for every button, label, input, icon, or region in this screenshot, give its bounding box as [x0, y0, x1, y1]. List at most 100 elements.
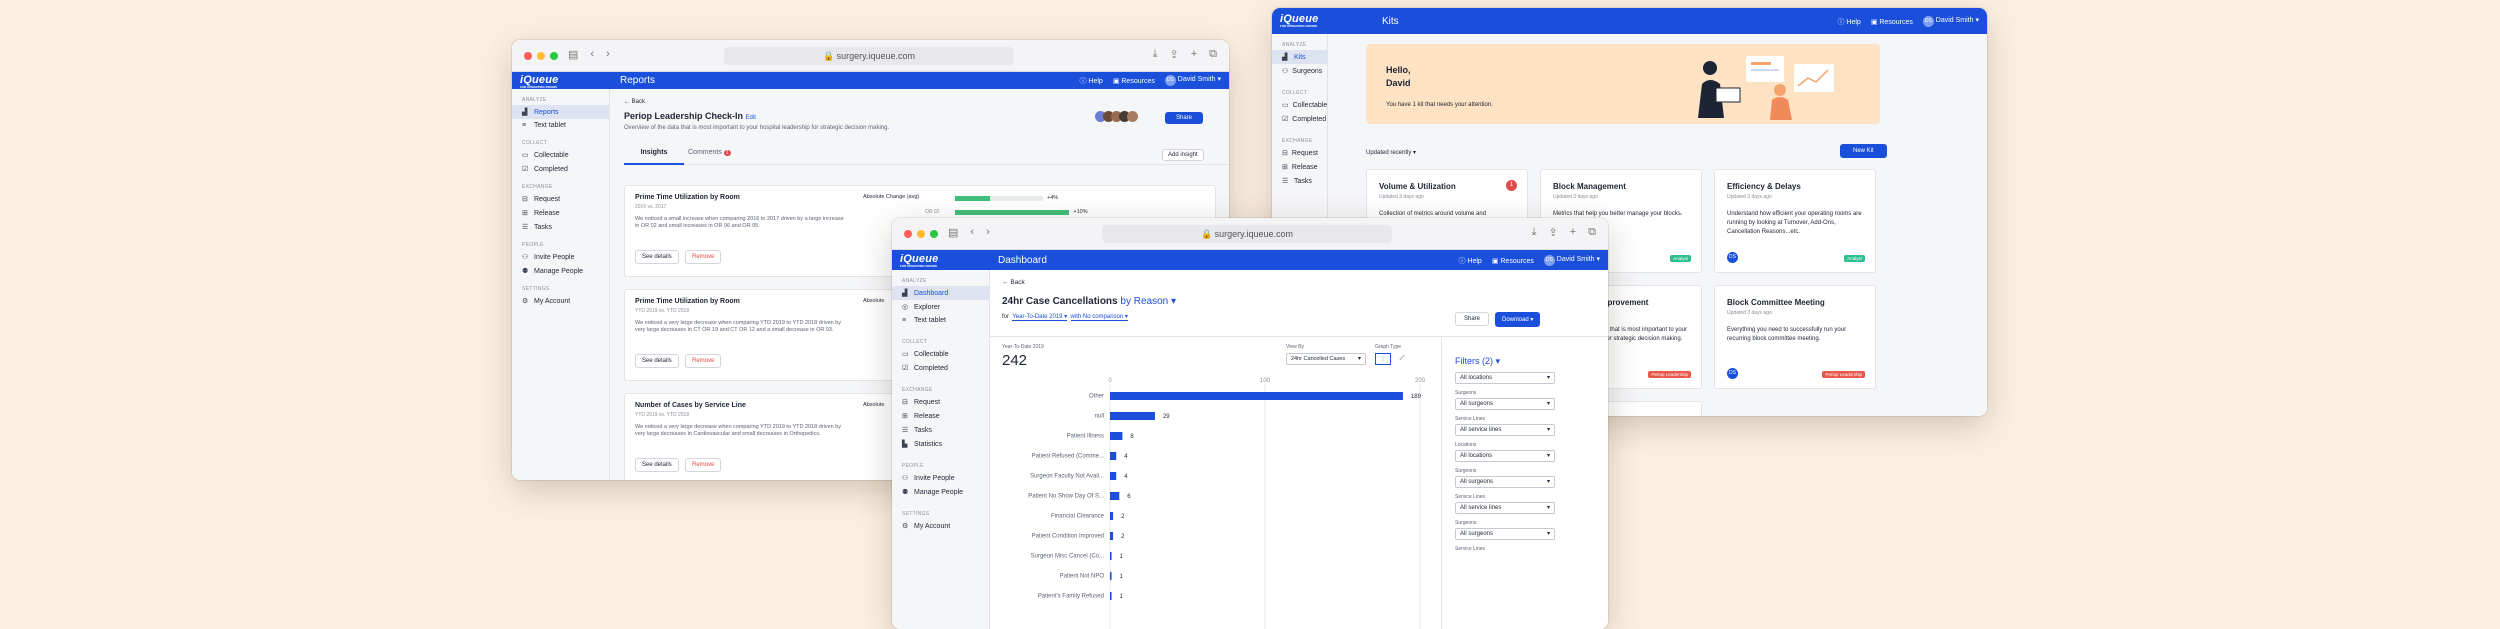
sidebar-item-invite[interactable]: ⚇ Invite People [902, 474, 955, 483]
tabs-icon[interactable]: ⧉ [1588, 226, 1596, 238]
filter-select[interactable]: All surgeons [1455, 398, 1555, 410]
sidebar-icon[interactable]: ▤ [568, 49, 579, 61]
download-button[interactable]: Download ▾ [1495, 312, 1541, 327]
forward-icon[interactable]: › [606, 48, 610, 60]
sidebar-item-completed[interactable]: ☑ Completed [1282, 115, 1327, 124]
sidebar-item-text-tablet[interactable]: ≡ Text tablet [902, 317, 946, 324]
window-controls[interactable] [904, 230, 938, 238]
logo[interactable]: iQueue FOR OPERATING ROOMS [1280, 13, 1319, 28]
user-menu[interactable]: DS David Smith ▾ [1164, 75, 1221, 86]
check-icon: ☑ [522, 166, 529, 173]
graph-type-toggle[interactable]: ⫶ ⟋ [1375, 353, 1410, 365]
sort-dropdown[interactable]: Updated recently ▾ [1366, 150, 1417, 156]
sidebar-item-collectable[interactable]: ▭ Collectable [902, 350, 949, 359]
sidebar-item-invite[interactable]: ⚇ Invite People [522, 253, 575, 262]
help-link[interactable]: ⓘ Help [1837, 18, 1861, 26]
group-by-dropdown[interactable]: by Reason ▾ [1120, 296, 1177, 307]
forward-icon[interactable]: › [986, 226, 990, 238]
browser-actions[interactable]: ⤓ ⇪ + ⧉ [1532, 226, 1596, 239]
resources-link[interactable]: ▣ Resources [1870, 18, 1913, 26]
sidebar-item-dashboard[interactable]: ▟ Dashboard [892, 286, 989, 300]
kit-card[interactable]: Block Committee Meeting Updated 3 days a… [1714, 285, 1876, 389]
sidebar-item-completed[interactable]: ☑ Completed [902, 364, 948, 373]
tab-comments[interactable]: Comments 1 [688, 149, 731, 156]
line-chart-icon[interactable]: ⟋ [1399, 355, 1405, 362]
sidebar-item-tasks[interactable]: ☰ Tasks [522, 223, 552, 232]
back-icon[interactable]: ‹ [590, 48, 595, 60]
back-icon[interactable]: ‹ [970, 226, 975, 238]
address-bar[interactable]: 🔒 surgery.iqueue.com [1102, 225, 1392, 243]
see-details-button[interactable]: See details [635, 354, 679, 368]
browser-nav[interactable]: ▤ ‹ › [568, 48, 610, 61]
sidebar-item-text-tablet[interactable]: ≡ Text tablet [522, 122, 566, 129]
sidebar-item-release[interactable]: ⊞ Release [522, 209, 560, 218]
remove-button[interactable]: Remove [685, 354, 722, 368]
logo[interactable]: iQueue FOR OPERATING ROOMS [900, 253, 939, 268]
period-dropdown[interactable]: Year-To-Date 2019 ▾ [1012, 314, 1068, 321]
sidebar-item-completed[interactable]: ☑ Completed [522, 165, 568, 174]
kit-card[interactable]: Efficiency & Delays Updated 3 days ago U… [1714, 169, 1876, 273]
sidebar-item-tasks[interactable]: ☰ Tasks [1282, 177, 1312, 186]
address-bar[interactable]: 🔒 surgery.iqueue.com [724, 47, 1014, 65]
sidebar-item-tasks[interactable]: ☰ Tasks [902, 426, 932, 435]
back-link[interactable]: ← Back [624, 99, 646, 105]
add-insight-button[interactable]: Add insight [1162, 149, 1204, 161]
new-kit-button[interactable]: New Kit [1840, 144, 1887, 158]
remove-button[interactable]: Remove [685, 250, 722, 264]
new-tab-icon[interactable]: + [1569, 226, 1577, 238]
filter-select[interactable]: All surgeons [1455, 476, 1555, 488]
help-link[interactable]: ⓘ Help [1458, 257, 1482, 265]
filter-select[interactable]: All surgeons [1455, 528, 1555, 540]
see-details-button[interactable]: See details [635, 250, 679, 264]
tabs-icon[interactable]: ⧉ [1209, 48, 1217, 60]
sidebar-item-account[interactable]: ⚙ My Account [902, 522, 951, 531]
edit-link[interactable]: Edit [745, 115, 756, 121]
sidebar-item-explorer[interactable]: ◎ Explorer [902, 303, 941, 312]
sidebar-item-kits[interactable]: ▟ Kits [1272, 50, 1327, 64]
filters-toggle[interactable]: Filters (2) ▾ [1455, 356, 1501, 366]
collaborator-avatars[interactable] [1095, 111, 1138, 122]
sidebar-item-surgeons[interactable]: ⚇ Surgeons [1282, 67, 1323, 76]
user-menu[interactable]: DS David Smith ▾ [1543, 255, 1600, 266]
download-icon[interactable]: ⤓ [1152, 48, 1158, 60]
new-tab-icon[interactable]: + [1190, 48, 1198, 60]
sidebar-item-release[interactable]: ⊞ Release [902, 412, 940, 421]
filter-select[interactable]: All service lines [1455, 424, 1555, 436]
sidebar-item-reports[interactable]: ▟ Reports [512, 105, 609, 119]
share-icon[interactable]: ⇪ [1548, 227, 1558, 239]
share-button[interactable]: Share [1165, 112, 1204, 124]
sidebar-icon[interactable]: ▤ [948, 227, 959, 239]
sidebar-item-request[interactable]: ⊟ Request [902, 398, 941, 407]
see-details-button[interactable]: See details [635, 458, 679, 472]
logo[interactable]: iQueue FOR OPERATING ROOMS [520, 74, 559, 89]
share-icon[interactable]: ⇪ [1169, 49, 1179, 61]
remove-button[interactable]: Remove [685, 458, 722, 472]
view-by-select[interactable]: 24hr Cancelled Cases [1286, 353, 1366, 365]
sidebar-item-statistics[interactable]: ▙ Statistics [902, 440, 943, 449]
back-link[interactable]: ← Back [1002, 279, 1025, 286]
sidebar-item-account[interactable]: ⚙ My Account [522, 297, 571, 306]
user-menu[interactable]: DS David Smith ▾ [1922, 16, 1979, 27]
sidebar-item-manage[interactable]: ⚉ Manage People [522, 267, 584, 276]
sidebar-item-manage[interactable]: ⚉ Manage People [902, 488, 964, 497]
resources-link[interactable]: ▣ Resources [1491, 257, 1534, 265]
resources-link[interactable]: ▣ Resources [1112, 77, 1155, 85]
tab-insights[interactable]: Insights [624, 149, 684, 165]
help-link[interactable]: ⓘ Help [1079, 77, 1103, 85]
sidebar-item-release[interactable]: ⊞ Release [1282, 163, 1318, 172]
sidebar-item-request[interactable]: ⊟ Request [1282, 149, 1318, 158]
sidebar-item-request[interactable]: ⊟ Request [522, 195, 561, 204]
share-button[interactable]: Share [1455, 312, 1490, 326]
category-label: Surgeon Faculty Not Avail... [1030, 474, 1104, 480]
bar-chart-icon[interactable]: ⫶ [1375, 353, 1391, 365]
browser-actions[interactable]: ⤓ ⇪ + ⧉ [1153, 48, 1217, 61]
filter-select[interactable]: All locations [1455, 450, 1555, 462]
comparison-dropdown[interactable]: with No comparison ▾ [1070, 314, 1128, 321]
sidebar-item-collectable[interactable]: ▭ Collectable [1282, 101, 1328, 110]
browser-nav[interactable]: ▤ ‹ › [948, 226, 990, 239]
filter-select[interactable]: All locations [1455, 372, 1555, 384]
download-icon[interactable]: ⤓ [1531, 226, 1537, 238]
filter-select[interactable]: All service lines [1455, 502, 1555, 514]
sidebar-item-collectable[interactable]: ▭ Collectable [522, 151, 569, 160]
window-controls[interactable] [524, 52, 558, 60]
